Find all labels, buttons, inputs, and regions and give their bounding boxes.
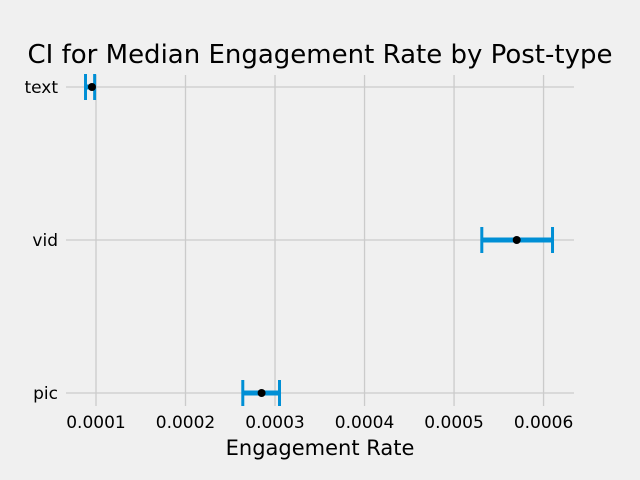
x-tick-label: 0.0005: [424, 413, 483, 433]
ticks-layer: 0.0001 0.0002 0.0003 0.0004 0.0005 0.0006 pic v…: [24, 78, 573, 433]
errorbars-layer: [84, 74, 555, 406]
median-point: [87, 83, 96, 91]
x-tick-label: 0.0003: [245, 413, 304, 433]
x-tick-label: 0.0004: [335, 413, 394, 433]
chart-title: CI for Median Engagement Rate by Post-ty…: [28, 40, 613, 70]
x-tick-label: 0.0001: [66, 413, 125, 433]
median-point: [512, 236, 521, 244]
y-tick-label: text: [24, 78, 58, 98]
x-axis-label: Engagement Rate: [226, 436, 415, 460]
y-tick-label: pic: [33, 384, 58, 404]
x-tick-label: 0.0006: [514, 413, 573, 433]
x-tick-label: 0.0002: [156, 413, 215, 433]
median-point: [257, 389, 266, 397]
y-tick-label: vid: [32, 231, 58, 251]
